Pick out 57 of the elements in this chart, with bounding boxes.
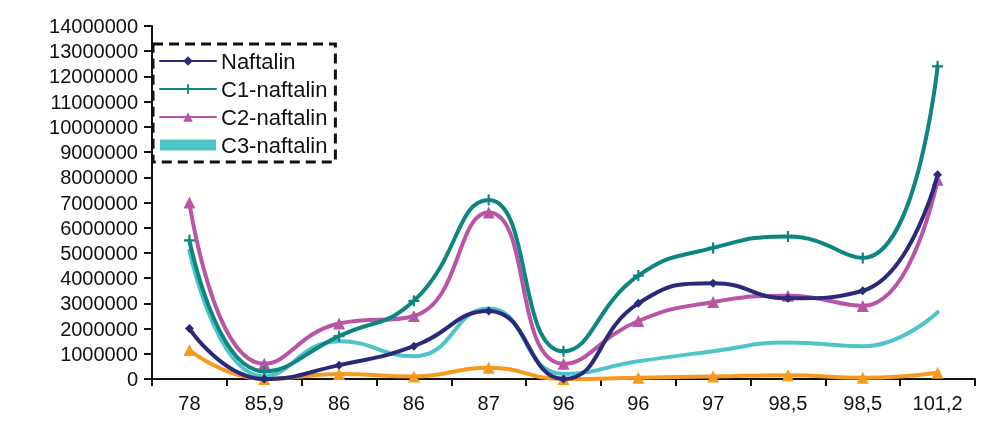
point xyxy=(184,324,194,334)
x-tick-label: 86 xyxy=(327,392,351,414)
x-tick-label: 96 xyxy=(627,392,650,414)
legend-label: Naftalin xyxy=(221,48,296,74)
x-tick-label: 96 xyxy=(552,392,575,414)
y-tick-label: 0 xyxy=(126,368,138,390)
x-tick-label: 78 xyxy=(178,392,201,414)
y-tick-label: 6000000 xyxy=(60,216,138,239)
y-tick-label: 7000000 xyxy=(60,191,138,214)
point xyxy=(333,330,345,342)
point xyxy=(557,357,570,370)
y-tick-label: 12000000 xyxy=(49,65,138,88)
y-tick-label: 9000000 xyxy=(60,141,138,164)
y-tick-label: 11000000 xyxy=(50,90,138,113)
point xyxy=(707,370,720,383)
x-tick-label: 86 xyxy=(402,392,425,414)
x-tick-label: 101,2 xyxy=(912,392,963,414)
point xyxy=(632,270,644,282)
point xyxy=(632,315,645,328)
point xyxy=(632,371,645,384)
legend-label: C3-naftalin xyxy=(221,132,328,158)
y-tick-label: 2000000 xyxy=(60,317,138,340)
point xyxy=(856,299,869,312)
y-tick-label: 14000000 xyxy=(49,15,138,37)
x-tick-label: 98,5 xyxy=(843,392,883,414)
point xyxy=(931,366,944,379)
x-tick-label: 85,9 xyxy=(244,392,284,414)
legend-label: C2-naftalin xyxy=(221,104,328,130)
point xyxy=(558,345,569,357)
point xyxy=(407,370,420,383)
point xyxy=(408,295,420,307)
y-tick-label: 10000000 xyxy=(49,115,138,138)
y-tick-label: 1000000 xyxy=(60,342,138,365)
x-tick-label: 97 xyxy=(702,392,725,414)
point xyxy=(482,361,495,374)
point xyxy=(633,298,643,308)
y-tick-label: 8000000 xyxy=(60,166,138,189)
point xyxy=(933,170,943,180)
y-tick-label: 13000000 xyxy=(49,40,138,63)
point xyxy=(409,341,419,351)
point xyxy=(183,234,195,246)
point xyxy=(183,196,196,209)
point xyxy=(856,371,869,384)
point xyxy=(781,369,794,382)
point xyxy=(858,286,868,296)
legend-label: C1-naftalin xyxy=(221,76,328,102)
x-tick-label: 87 xyxy=(477,392,500,414)
x-tick-label: 98,5 xyxy=(768,392,808,414)
point xyxy=(407,309,420,322)
point xyxy=(707,296,720,309)
point xyxy=(333,317,346,330)
point xyxy=(482,206,495,219)
point xyxy=(707,242,719,254)
y-tick-label: 3000000 xyxy=(60,292,138,315)
point xyxy=(183,344,196,356)
y-tick-label: 4000000 xyxy=(60,267,138,290)
y-tick-label: 5000000 xyxy=(60,241,138,264)
